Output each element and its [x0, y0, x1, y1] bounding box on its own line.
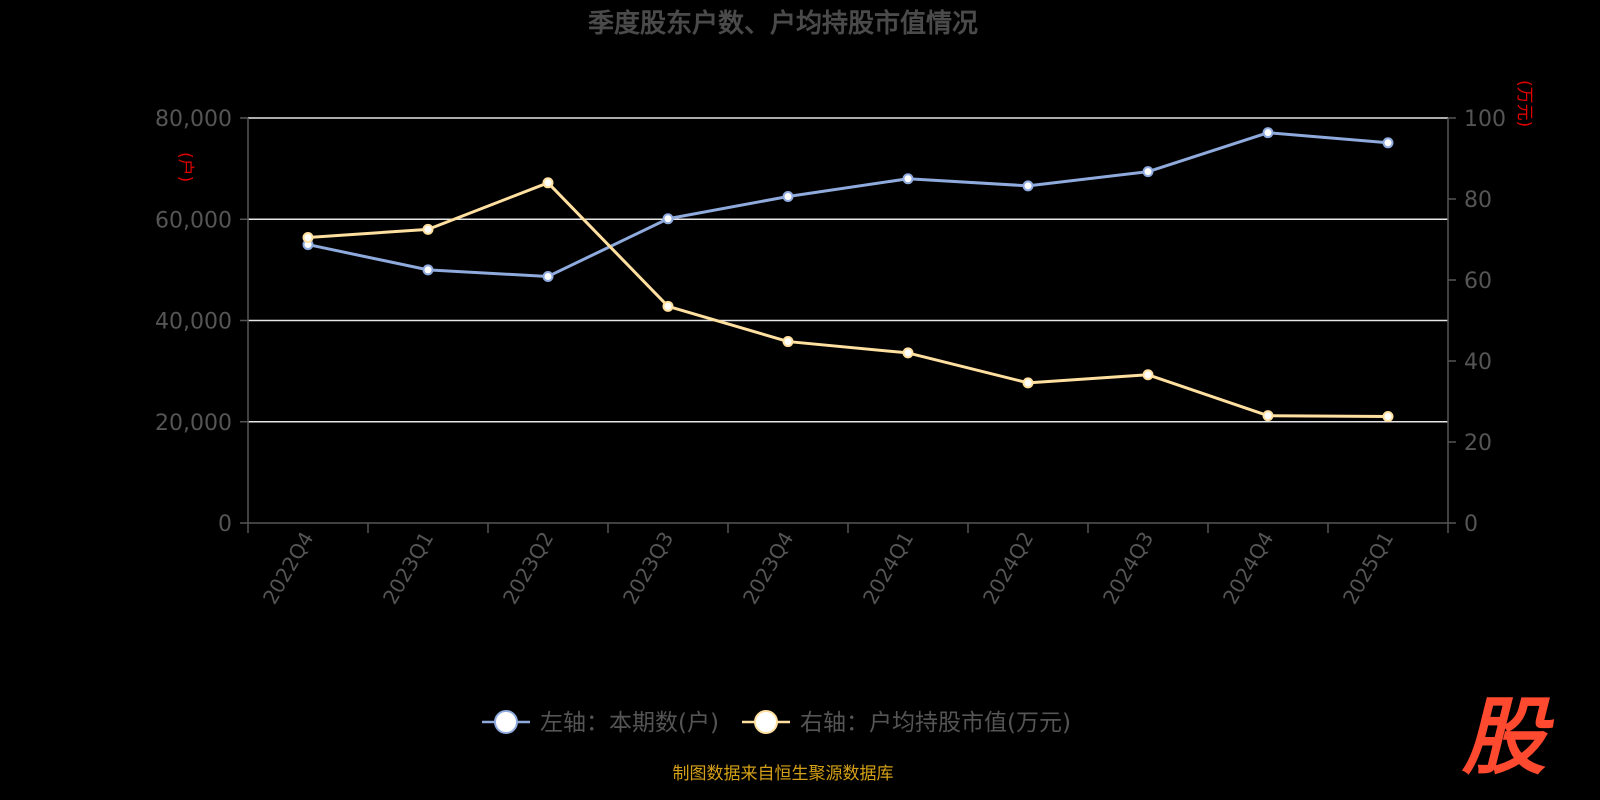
right-tick-label: 40	[1464, 350, 1492, 375]
left-tick-label: 60,000	[155, 208, 232, 233]
x-tick-label: 2024Q1	[858, 528, 918, 609]
legend-marker	[754, 710, 778, 734]
legend-item-1[interactable]: 左轴：本期数(户)	[482, 710, 719, 736]
right-axis-unit: (万元)	[1514, 80, 1534, 127]
x-tick-label: 2024Q4	[1218, 528, 1278, 609]
chart-title: 季度股东户数、户均持股市值情况	[588, 8, 978, 39]
x-tick-label: 2025Q1	[1338, 528, 1398, 609]
legend-label: 右轴：户均持股市值(万元)	[800, 710, 1071, 736]
data-point	[1142, 369, 1154, 381]
data-point	[902, 347, 914, 359]
legend-marker	[494, 710, 518, 734]
right-tick-label: 100	[1464, 107, 1506, 132]
brand-logo: 股	[1461, 688, 1555, 786]
series-layer	[302, 127, 1394, 422]
data-point	[422, 223, 434, 235]
right-tick-label: 0	[1464, 512, 1478, 537]
data-point	[782, 190, 794, 202]
series-1	[302, 127, 1394, 282]
grid	[248, 117, 1448, 423]
left-tick-label: 0	[218, 512, 232, 537]
data-point	[1262, 410, 1274, 422]
right-tick-label: 60	[1464, 269, 1492, 294]
right-axis-ticks: 0 20 40 60 80 100	[1448, 107, 1506, 537]
data-point	[1022, 180, 1034, 192]
series-line	[307, 131, 1389, 278]
data-point	[1382, 137, 1394, 149]
data-point	[1142, 166, 1154, 178]
legend[interactable]: 左轴：本期数(户) 右轴：户均持股市值(万元)	[482, 710, 1071, 736]
x-tick-label: 2023Q1	[378, 528, 438, 609]
right-tick-label: 20	[1464, 431, 1492, 456]
source-note: 制图数据来自恒生聚源数据库	[673, 764, 894, 784]
series-2	[302, 177, 1394, 422]
left-tick-label: 20,000	[155, 411, 232, 436]
left-axis-ticks: 0 20,000 40,000 60,000 80,000	[155, 107, 248, 537]
left-tick-label: 40,000	[155, 310, 232, 335]
series-line	[307, 181, 1389, 418]
data-point	[542, 270, 554, 282]
left-axis-unit: (户)	[175, 152, 195, 182]
legend-item-2[interactable]: 右轴：户均持股市值(万元)	[742, 710, 1071, 736]
x-tick-label: 2024Q3	[1098, 528, 1158, 609]
data-point	[1262, 127, 1274, 139]
data-point	[1022, 377, 1034, 389]
data-point	[662, 300, 674, 312]
x-tick-label: 2024Q2	[978, 528, 1038, 609]
data-point	[422, 264, 434, 276]
data-point	[542, 177, 554, 189]
left-tick-label: 80,000	[155, 107, 232, 132]
data-point	[1382, 410, 1394, 422]
data-point	[782, 336, 794, 348]
data-point	[302, 231, 314, 243]
right-tick-label: 80	[1464, 188, 1492, 213]
x-axis-ticks: 2022Q4 2023Q1 2023Q2 2023Q3 2023Q4 2024Q1 2024…	[247, 523, 1449, 609]
x-tick-label: 2022Q4	[258, 528, 318, 609]
data-point	[662, 213, 674, 225]
x-tick-label: 2023Q2	[498, 528, 558, 609]
legend-label: 左轴：本期数(户)	[540, 710, 719, 736]
x-tick-label: 2023Q4	[738, 528, 798, 609]
data-point	[902, 173, 914, 185]
x-tick-label: 2023Q3	[618, 528, 678, 609]
